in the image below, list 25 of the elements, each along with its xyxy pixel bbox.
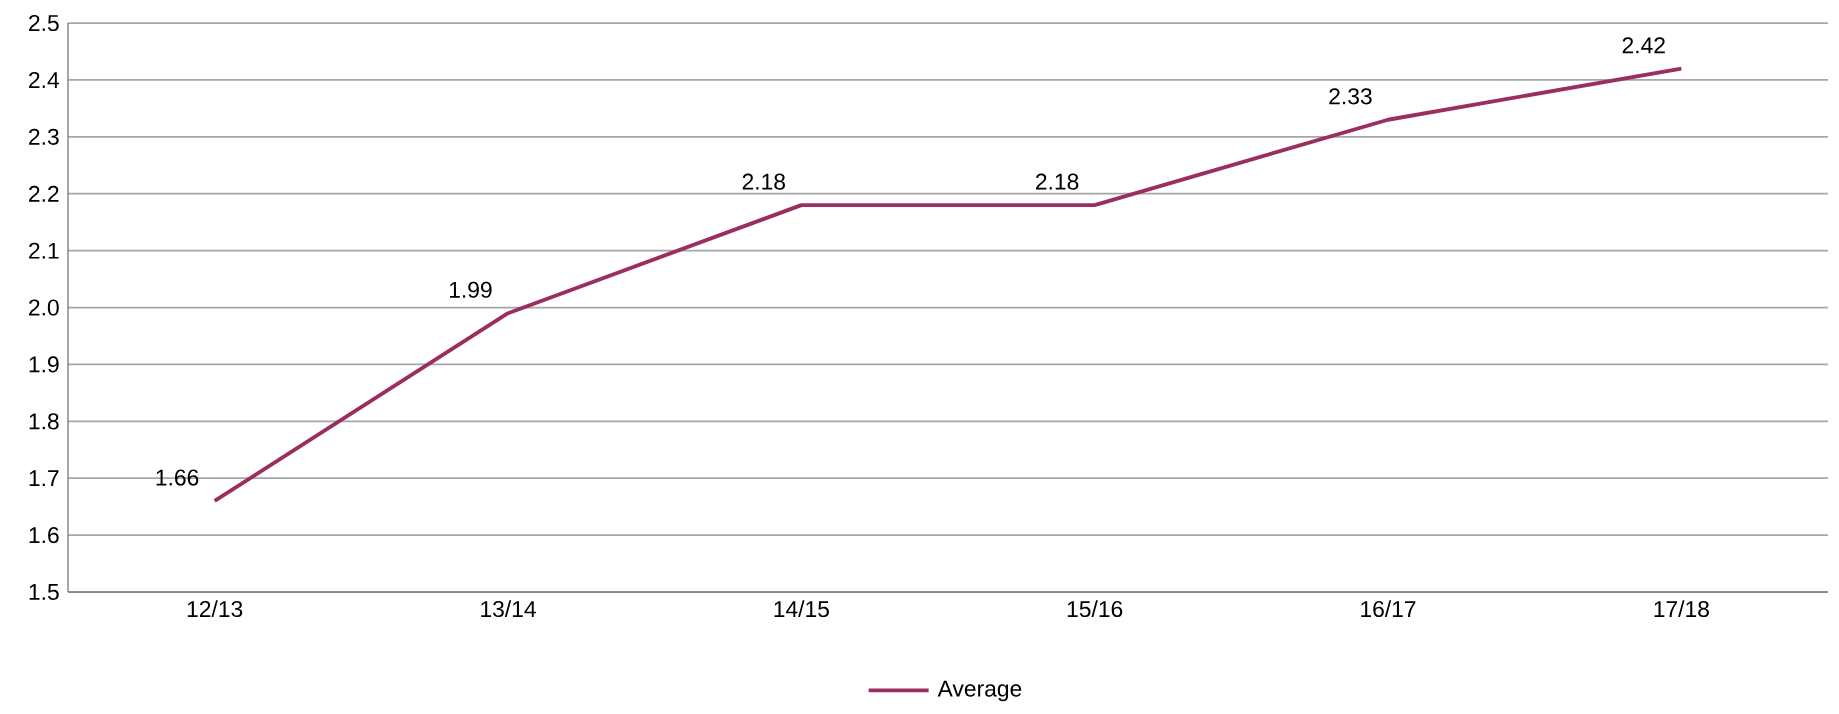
y-tick-label: 2.3 <box>29 128 59 145</box>
data-label: 2.42 <box>1622 37 1665 54</box>
x-tick-label: 16/17 <box>1361 600 1416 618</box>
y-tick-label: 2.2 <box>29 185 59 202</box>
data-label: 1.99 <box>449 281 492 298</box>
y-tick-label: 1.8 <box>29 413 59 430</box>
y-tick-label: 1.5 <box>29 584 59 600</box>
y-tick-label: 2.4 <box>29 71 59 88</box>
data-label: 2.18 <box>742 173 785 190</box>
y-tick-label: 1.7 <box>29 470 59 487</box>
y-tick-label: 1.6 <box>29 527 59 544</box>
y-tick-label: 2.5 <box>29 14 59 32</box>
y-tick-label: 2.0 <box>29 299 59 316</box>
x-tick-label: 15/16 <box>1067 600 1123 618</box>
legend-label: Average <box>937 680 1022 702</box>
data-label: 1.66 <box>156 469 199 486</box>
x-tick-label: 12/13 <box>187 600 243 618</box>
x-tick-label: 13/14 <box>481 600 536 618</box>
y-tick-label: 1.9 <box>29 356 59 373</box>
data-label: 2.18 <box>1036 173 1079 190</box>
x-tick-label: 14/15 <box>774 600 829 618</box>
y-tick-label: 2.1 <box>29 242 59 259</box>
data-label: 2.33 <box>1329 88 1372 105</box>
x-tick-label: 17/18 <box>1654 600 1709 618</box>
line-series <box>212 66 1684 503</box>
